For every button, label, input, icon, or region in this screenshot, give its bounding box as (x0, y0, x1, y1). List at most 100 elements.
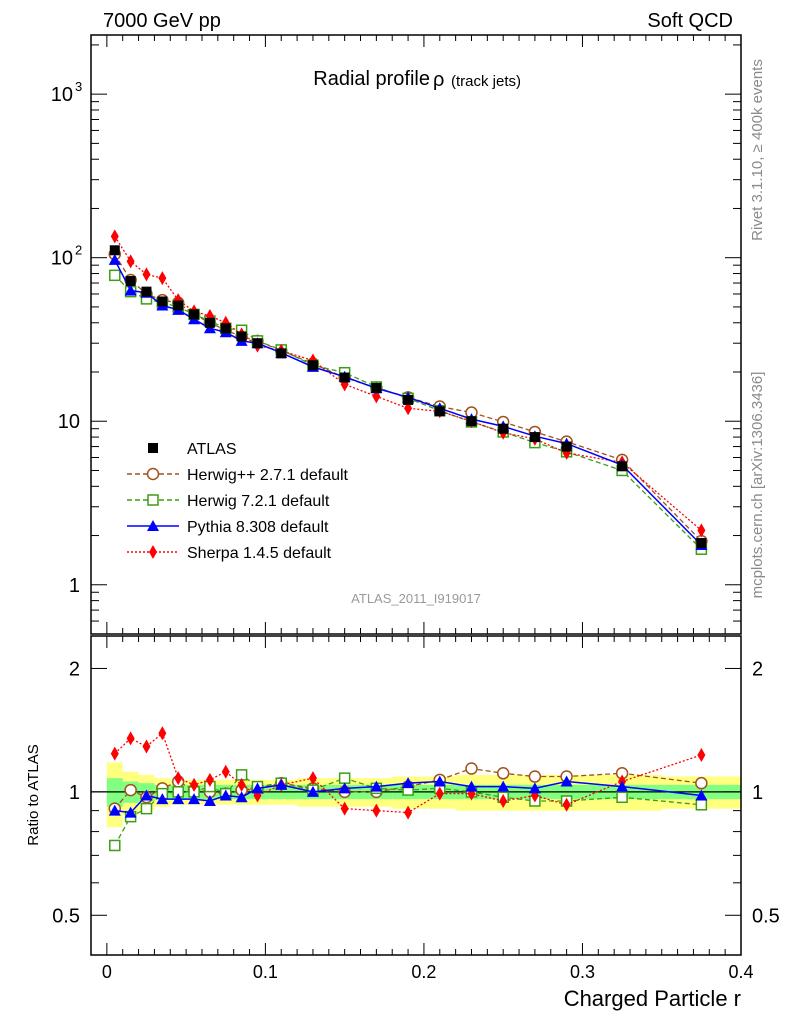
x-axis-title: Charged Particle r (564, 986, 741, 1011)
x-tick-label: 0.4 (728, 962, 753, 982)
data-point (276, 348, 287, 359)
ratio-y-tick-label-right: 1 (752, 782, 763, 804)
data-point (158, 271, 167, 286)
data-point (528, 770, 542, 783)
data-point (338, 782, 351, 794)
data-point (157, 296, 168, 307)
data-point (203, 794, 216, 806)
data-point (338, 772, 351, 784)
data-point (126, 254, 135, 269)
analysis-id-label: ATLAS_2011_I919017 (351, 591, 481, 606)
data-point (433, 775, 446, 787)
data-point (528, 782, 541, 794)
y-tick-label: 10 (51, 248, 73, 270)
data-point (189, 309, 200, 320)
data-point (695, 776, 708, 790)
x-tick-label: 0.1 (253, 962, 278, 982)
data-point (172, 793, 185, 805)
series-line (114, 236, 702, 531)
data-point (125, 276, 136, 287)
main-plot-frame (90, 34, 742, 635)
data-point (237, 777, 246, 792)
ratio-y-axis-title: Ratio to ATLAS (25, 744, 42, 845)
data-point (496, 767, 510, 780)
data-point (108, 804, 121, 816)
data-point (126, 731, 135, 746)
series-line (114, 253, 702, 542)
data-point (252, 338, 263, 349)
data-point (140, 789, 153, 801)
data-point (251, 782, 264, 794)
data-point (497, 780, 510, 792)
data-point (529, 432, 540, 443)
data-point (561, 441, 572, 452)
header-left-label: 7000 GeV pp (103, 10, 221, 32)
data-point (465, 762, 478, 775)
data-point (220, 323, 231, 334)
data-point (141, 286, 152, 297)
data-point (339, 372, 350, 383)
data-point (562, 797, 571, 812)
legend: ATLAS Herwig++ 2.7.1 default Herwig 7.2.1 … (127, 441, 349, 562)
plot-title: Radial profile (313, 68, 430, 90)
ratio-y-tick-label: 0.5 (52, 905, 80, 927)
side-label-top: Rivet 3.1.10, ≥ 400k events (749, 59, 766, 241)
data-point (466, 416, 477, 427)
y-tick-label: 10 (51, 84, 73, 106)
data-point (340, 801, 349, 816)
data-point (140, 802, 153, 815)
data-point (110, 746, 119, 761)
legend-label: Herwig++ 2.7.1 default (187, 467, 349, 484)
data-point (236, 331, 247, 342)
data-point (142, 739, 151, 754)
series-sherpa (110, 229, 706, 538)
data-point (124, 284, 137, 296)
data-point (158, 726, 167, 741)
data-point (435, 786, 444, 801)
data-point (616, 791, 628, 804)
data-point (695, 799, 708, 811)
data-point (108, 253, 121, 265)
plot-title-symbol: ρ (433, 69, 444, 91)
legend-item-herwigpp: Herwig++ 2.7.1 default (127, 467, 349, 484)
data-point (124, 783, 137, 797)
data-point (142, 267, 151, 282)
data-point (109, 269, 121, 282)
series-line (114, 274, 702, 550)
data-point (219, 789, 232, 801)
ratio-y-tick-label-right: 0.5 (752, 905, 780, 927)
data-point (695, 789, 708, 801)
data-point (147, 520, 159, 531)
legend-item-sherpa: Sherpa 1.4.5 default (127, 545, 332, 562)
data-point (188, 793, 201, 805)
legend-item-pythia: Pythia 8.308 default (127, 519, 329, 536)
data-point (307, 360, 318, 371)
ratio-y-tick-label: 2 (69, 658, 80, 680)
legend-label: ATLAS (187, 441, 237, 458)
data-point (149, 545, 157, 559)
header-right-label: Soft QCD (647, 10, 733, 32)
data-point (221, 764, 230, 779)
data-point (124, 806, 137, 818)
data-point (109, 839, 121, 852)
data-point (402, 777, 415, 789)
data-point (204, 317, 215, 328)
legend-label: Pythia 8.308 default (187, 519, 329, 536)
data-point (148, 443, 158, 453)
data-point (560, 775, 573, 787)
data-point (275, 778, 288, 790)
side-label-bottom: mcplots.cern.ch [arXiv:1306.3436] (749, 372, 766, 599)
series-line (114, 259, 702, 546)
ratio-series-line (114, 774, 702, 846)
data-point (372, 803, 381, 818)
data-point (696, 538, 707, 549)
data-point (434, 406, 445, 417)
data-point (190, 777, 199, 792)
data-point (617, 461, 628, 472)
ratio-series-line (114, 780, 702, 814)
y-tick-label-exponent: 2 (75, 243, 82, 258)
ratio-plot-frame (90, 635, 742, 956)
data-point (616, 780, 629, 792)
